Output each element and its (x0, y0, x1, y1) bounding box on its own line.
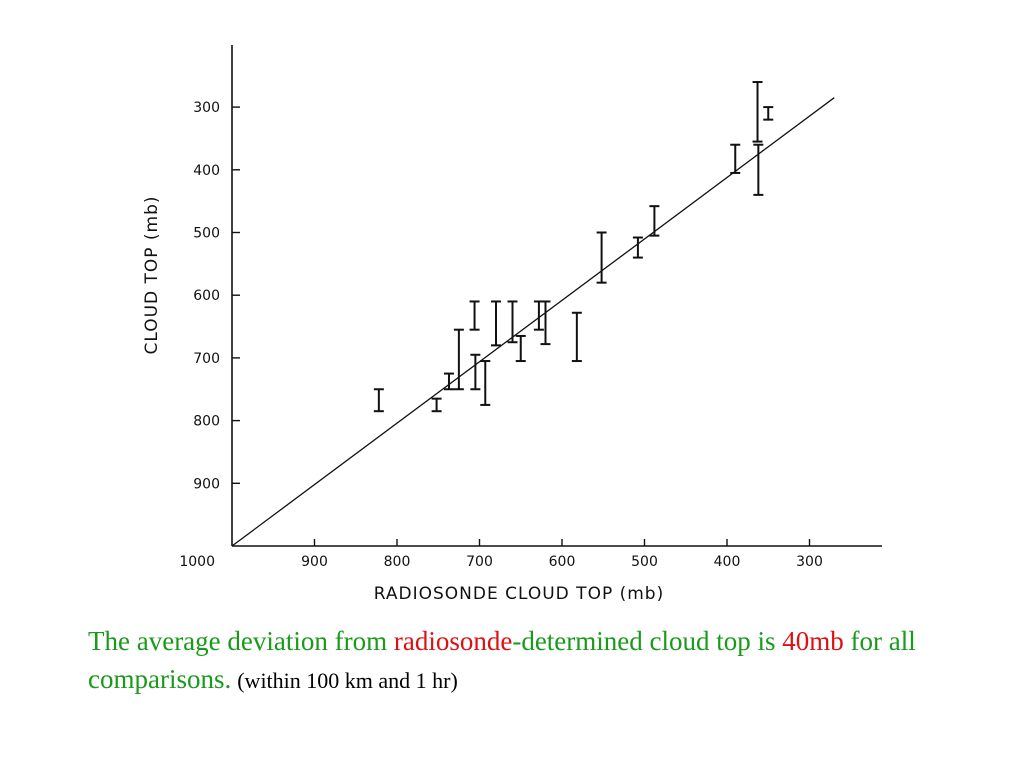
error-bar (571, 311, 582, 363)
error-bar (491, 300, 501, 347)
x-tick-label: 600 (549, 554, 576, 570)
caption-highlight-value: 40mb (782, 626, 844, 656)
origin-tick-label: 1000 (179, 554, 215, 570)
error-bar (480, 360, 491, 406)
caption: The average deviation from radiosonde-de… (88, 622, 1018, 700)
y-tick-label: 300 (193, 100, 220, 116)
caption-text-2: -determined cloud top is (512, 626, 783, 656)
x-tick-label: 700 (466, 554, 493, 570)
cloud-top-chart: 900 800 700 600 500 400 300 300 400 500 600 700 800… (142, 45, 882, 604)
error-bar (753, 143, 764, 196)
error-bar (649, 205, 660, 237)
y-tick-label: 500 (193, 226, 220, 242)
y-tick-label: 700 (193, 351, 220, 367)
error-bar (763, 106, 774, 121)
y-tick-label: 900 (193, 476, 220, 492)
caption-note: (within 100 km and 1 hr) (237, 668, 458, 693)
y-axis-label: CLOUD TOP (mb) (142, 195, 162, 354)
error-bar (540, 300, 551, 346)
x-axis-label: RADIOSONDE CLOUD TOP (mb) (374, 584, 664, 604)
error-bar (752, 81, 763, 143)
error-bars (373, 81, 774, 413)
error-bar (730, 143, 741, 174)
y-tick-label: 600 (193, 288, 220, 304)
caption-highlight-radiosonde: radiosonde (393, 626, 513, 656)
caption-text-1: The average deviation from (88, 626, 394, 656)
caption-text-3: for all comparisons. (88, 626, 916, 694)
error-bar (443, 372, 454, 391)
y-tick-label: 400 (193, 163, 220, 179)
x-ticks: 900 800 700 600 500 400 300 (301, 539, 823, 570)
reference-line (231, 97, 835, 547)
error-bar (469, 300, 480, 331)
error-bar (507, 300, 518, 344)
error-bar (632, 236, 643, 259)
error-bar (431, 397, 442, 413)
error-bar (470, 353, 481, 391)
x-tick-label: 800 (384, 554, 411, 570)
y-ticks: 300 400 500 600 700 800 900 (193, 100, 240, 492)
x-tick-label: 300 (796, 554, 823, 570)
error-bar (453, 328, 464, 391)
error-bar (596, 231, 607, 284)
one-to-one-line (231, 97, 835, 547)
axes (231, 45, 882, 547)
x-tick-label: 500 (631, 554, 658, 570)
y-tick-label: 800 (193, 414, 220, 430)
x-tick-label: 900 (301, 554, 328, 570)
error-bar (515, 334, 526, 363)
error-bar (373, 388, 384, 413)
x-tick-label: 400 (714, 554, 741, 570)
